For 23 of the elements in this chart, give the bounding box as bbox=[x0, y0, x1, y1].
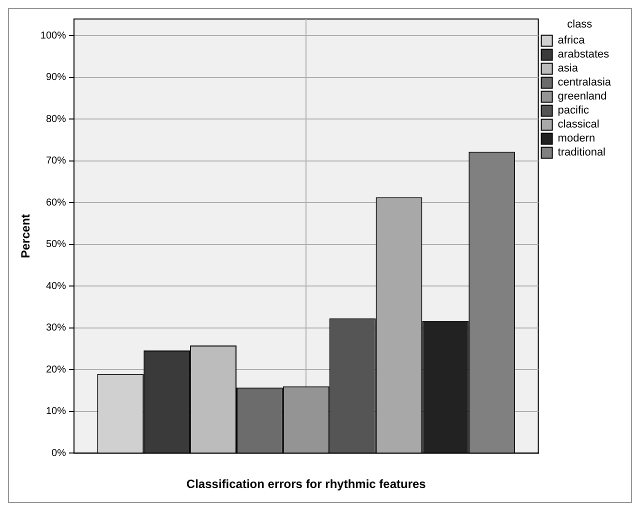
legend-label: traditional bbox=[558, 146, 606, 159]
y-tick-label: 90% bbox=[46, 72, 66, 84]
y-tick-label: 70% bbox=[46, 156, 66, 167]
legend-title: class bbox=[567, 18, 593, 31]
y-tick-label: 30% bbox=[46, 322, 66, 334]
legend-label: greenland bbox=[558, 90, 607, 103]
legend-label: pacific bbox=[558, 104, 590, 117]
legend-label: africa bbox=[558, 34, 586, 47]
y-tick-label: 50% bbox=[46, 239, 66, 250]
legend-label: arabstates bbox=[558, 48, 610, 61]
y-tick-label: 10% bbox=[46, 406, 66, 418]
y-axis-title: Percent bbox=[18, 214, 33, 258]
legend-label: classical bbox=[558, 118, 600, 131]
y-tick-label: 80% bbox=[46, 114, 66, 125]
y-tick-label: 60% bbox=[46, 197, 66, 208]
y-tick-label: 20% bbox=[46, 364, 66, 376]
x-axis-title: Classification errors for rhythmic features bbox=[186, 477, 426, 492]
y-tick-label: 100% bbox=[40, 30, 66, 42]
legend-label: centralasia bbox=[558, 76, 612, 89]
y-tick-label: 0% bbox=[52, 448, 66, 459]
legend-label: modern bbox=[558, 132, 596, 145]
y-tick-label: 40% bbox=[46, 280, 66, 292]
legend-label: asia bbox=[558, 62, 579, 75]
